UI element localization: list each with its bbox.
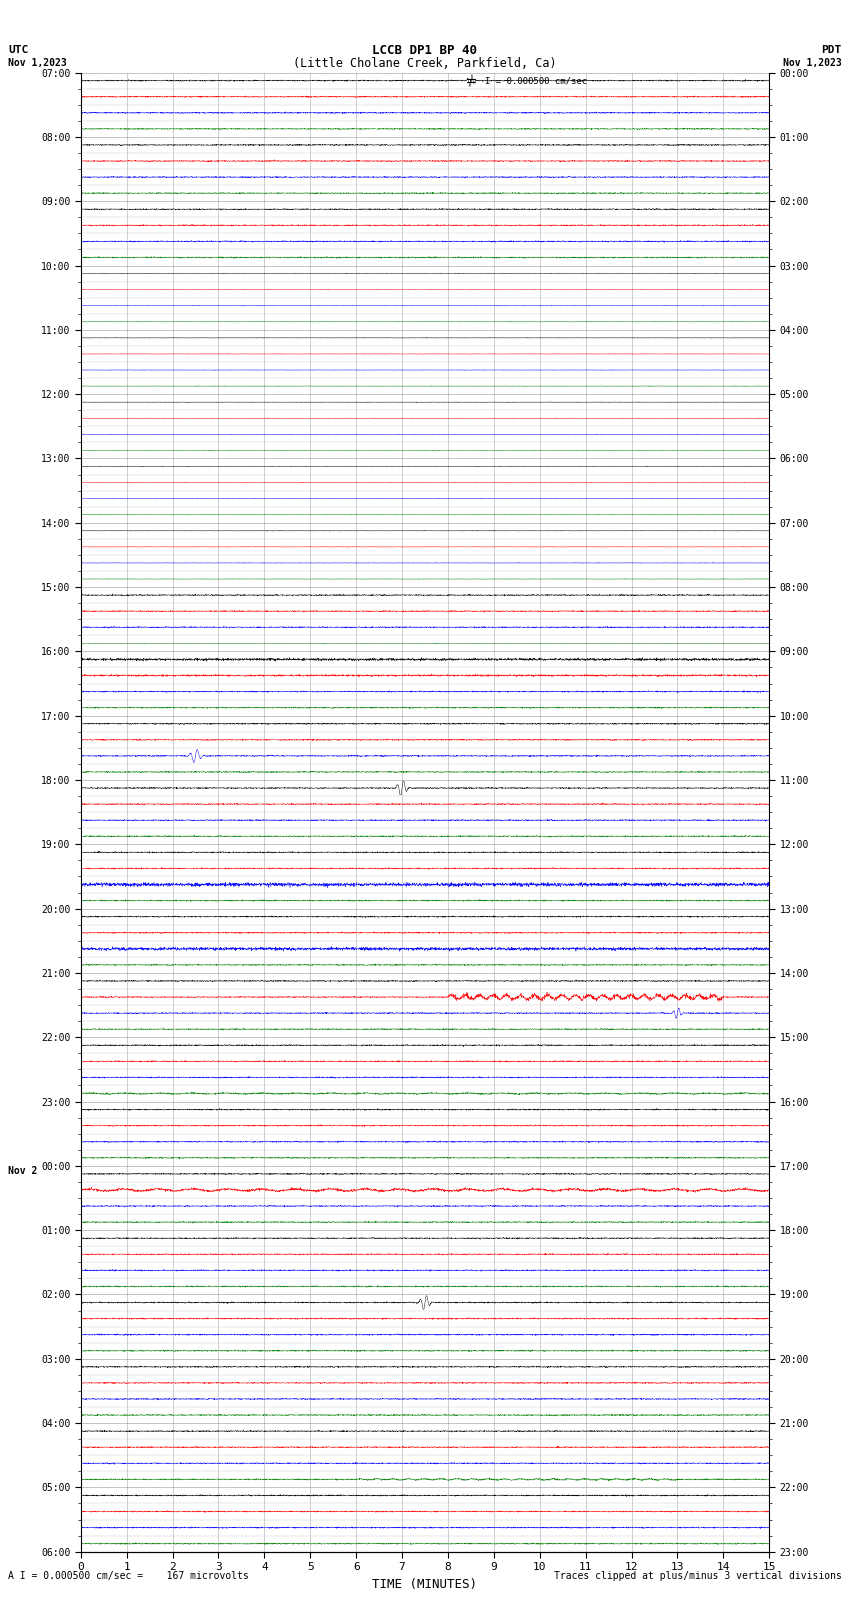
Text: Nov 2: Nov 2 — [8, 1166, 38, 1176]
Text: (Little Cholane Creek, Parkfield, Ca): (Little Cholane Creek, Parkfield, Ca) — [293, 58, 557, 71]
Text: A I = 0.000500 cm/sec =    167 microvolts: A I = 0.000500 cm/sec = 167 microvolts — [8, 1571, 249, 1581]
Text: Nov 1,2023: Nov 1,2023 — [8, 58, 67, 68]
Text: UTC: UTC — [8, 45, 29, 55]
Text: I = 0.000500 cm/sec: I = 0.000500 cm/sec — [484, 76, 586, 85]
Text: Traces clipped at plus/minus 3 vertical divisions: Traces clipped at plus/minus 3 vertical … — [553, 1571, 842, 1581]
Text: PDT: PDT — [821, 45, 842, 55]
Text: Nov 1,2023: Nov 1,2023 — [783, 58, 842, 68]
X-axis label: TIME (MINUTES): TIME (MINUTES) — [372, 1578, 478, 1590]
Text: LCCB DP1 BP 40: LCCB DP1 BP 40 — [372, 44, 478, 58]
